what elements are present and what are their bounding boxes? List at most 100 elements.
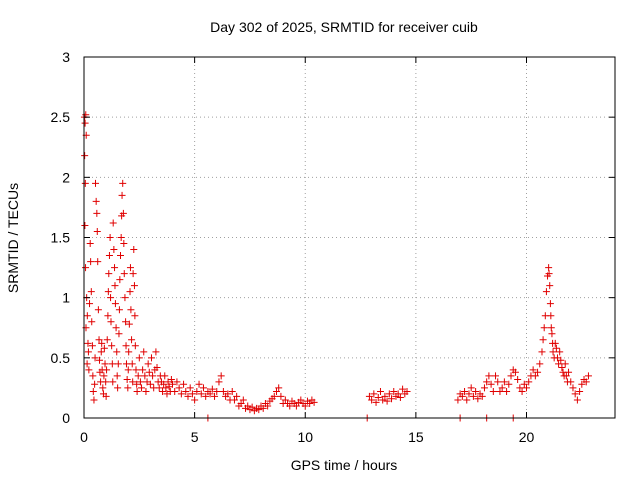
- data-point: [561, 360, 569, 368]
- data-point: [132, 366, 140, 374]
- data-point: [396, 394, 404, 402]
- data-point: [91, 354, 99, 362]
- grid-lines: [84, 57, 615, 418]
- data-point: [136, 378, 144, 386]
- data-point: [536, 360, 544, 368]
- data-point: [123, 375, 131, 383]
- data-point: [383, 397, 391, 405]
- data-point: [503, 388, 511, 396]
- data-point: [107, 318, 115, 326]
- data-point: [111, 282, 119, 290]
- data-point: [109, 219, 117, 227]
- data-point: [131, 312, 139, 320]
- data-point: [217, 372, 225, 380]
- data-point: [124, 366, 132, 374]
- y-tick-label: 0: [62, 410, 70, 426]
- data-point: [197, 390, 205, 398]
- data-point: [92, 197, 100, 205]
- data-point: [215, 378, 223, 386]
- data-point: [228, 388, 236, 396]
- data-point: [125, 348, 133, 356]
- data-point: [171, 388, 179, 396]
- plot-frame: [83, 56, 616, 419]
- data-point: [487, 380, 495, 388]
- data-point: [525, 378, 533, 386]
- data-point: [121, 294, 129, 302]
- data-point: [101, 360, 109, 368]
- data-point: [511, 368, 519, 376]
- data-point: [195, 380, 203, 388]
- data-point: [576, 388, 584, 396]
- data-point: [539, 336, 547, 344]
- data-point: [133, 380, 141, 388]
- axis-ticks: [83, 56, 615, 419]
- data-point: [219, 388, 227, 396]
- data-point: [199, 384, 207, 392]
- data-point: [399, 385, 407, 393]
- data-point: [230, 396, 238, 404]
- data-point: [130, 282, 138, 290]
- data-point: [160, 380, 168, 388]
- data-point: [102, 378, 110, 386]
- data-point: [113, 372, 121, 380]
- data-point: [81, 179, 89, 187]
- data-point: [370, 390, 378, 398]
- data-point: [567, 378, 575, 386]
- data-point: [111, 300, 119, 308]
- data-point: [573, 396, 581, 404]
- data-point: [111, 264, 119, 272]
- data-point: [516, 384, 524, 392]
- data-point: [277, 392, 285, 400]
- data-point: [142, 388, 150, 396]
- data-point: [381, 392, 389, 400]
- data-point: [523, 384, 530, 392]
- data-point: [186, 384, 194, 392]
- data-point: [206, 390, 214, 398]
- data-point: [463, 396, 471, 404]
- data-point: [571, 390, 579, 398]
- data-point: [89, 372, 97, 380]
- data-point: [114, 384, 122, 392]
- data-point: [117, 234, 125, 241]
- data-point: [310, 398, 318, 406]
- data-point: [88, 318, 96, 326]
- y-tick-label: 2.5: [51, 109, 71, 125]
- data-point: [478, 392, 486, 400]
- data-point: [531, 372, 539, 380]
- data-point: [119, 179, 127, 187]
- data-point: [108, 360, 116, 368]
- data-point: [496, 388, 504, 396]
- data-point: [82, 264, 90, 272]
- data-point: [306, 400, 314, 408]
- data-point: [114, 360, 122, 368]
- data-point: [149, 372, 157, 380]
- data-point: [270, 392, 278, 400]
- data-point: [105, 252, 113, 260]
- data-point: [547, 312, 555, 320]
- data-point: [193, 388, 201, 396]
- data-point: [552, 344, 560, 352]
- y-tick-label: 2: [62, 169, 70, 185]
- data-point: [95, 356, 103, 364]
- data-point: [224, 390, 232, 398]
- data-point: [120, 240, 128, 248]
- data-point: [108, 342, 116, 350]
- data-point: [465, 390, 473, 398]
- x-tick-label: 10: [297, 429, 313, 445]
- data-point: [237, 400, 245, 408]
- data-point: [129, 378, 137, 386]
- data-point: [124, 384, 132, 392]
- data-point: [555, 360, 563, 368]
- data-point: [119, 209, 127, 217]
- data-point: [556, 348, 564, 356]
- data-point: [578, 380, 586, 388]
- data-point: [89, 388, 97, 396]
- data-point: [100, 344, 108, 352]
- data-point: [131, 342, 139, 350]
- data-point: [547, 324, 555, 332]
- data-point: [99, 384, 107, 392]
- data-point: [152, 348, 160, 356]
- data-point: [485, 372, 493, 380]
- data-point: [133, 388, 141, 396]
